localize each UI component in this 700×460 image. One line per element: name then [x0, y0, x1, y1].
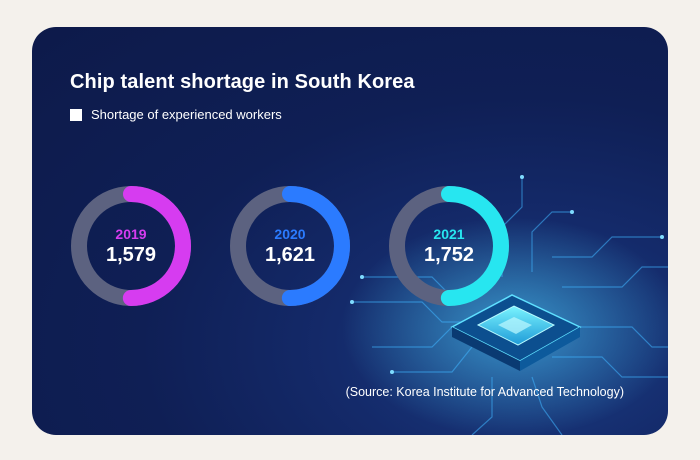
donut-2021: 2021 1,752: [387, 184, 511, 308]
chart-title: Chip talent shortage in South Korea: [70, 71, 415, 93]
donut-2019: 2019 1,579: [69, 184, 193, 308]
donut-arc-2020: [230, 186, 350, 306]
legend-swatch: [70, 108, 82, 121]
legend: Shortage of experienced workers: [70, 107, 282, 122]
donut-arc-2021: [389, 186, 509, 306]
circuit-chip-illustration: [342, 175, 668, 435]
donut-center-2021: 2021 1,752: [387, 184, 511, 308]
donut-year-2019: 2019: [115, 225, 147, 242]
donut-2020: 2020 1,621: [228, 184, 352, 308]
infographic-card: Chip talent shortage in South Korea Shor…: [32, 27, 668, 435]
source-note: (Source: Korea Institute for Advanced Te…: [345, 385, 624, 399]
donut-value-2020: 1,621: [264, 243, 316, 266]
donut-center-2020: 2020 1,621: [228, 184, 352, 308]
donut-year-2021: 2021: [433, 225, 465, 242]
donut-value-2019: 1,579: [105, 243, 157, 266]
donut-arc-2019: [71, 186, 191, 306]
donut-value-2021: 1,752: [423, 243, 475, 266]
donut-center-2019: 2019 1,579: [69, 184, 193, 308]
legend-label: Shortage of experienced workers: [91, 107, 282, 122]
donut-year-2020: 2020: [274, 225, 306, 242]
